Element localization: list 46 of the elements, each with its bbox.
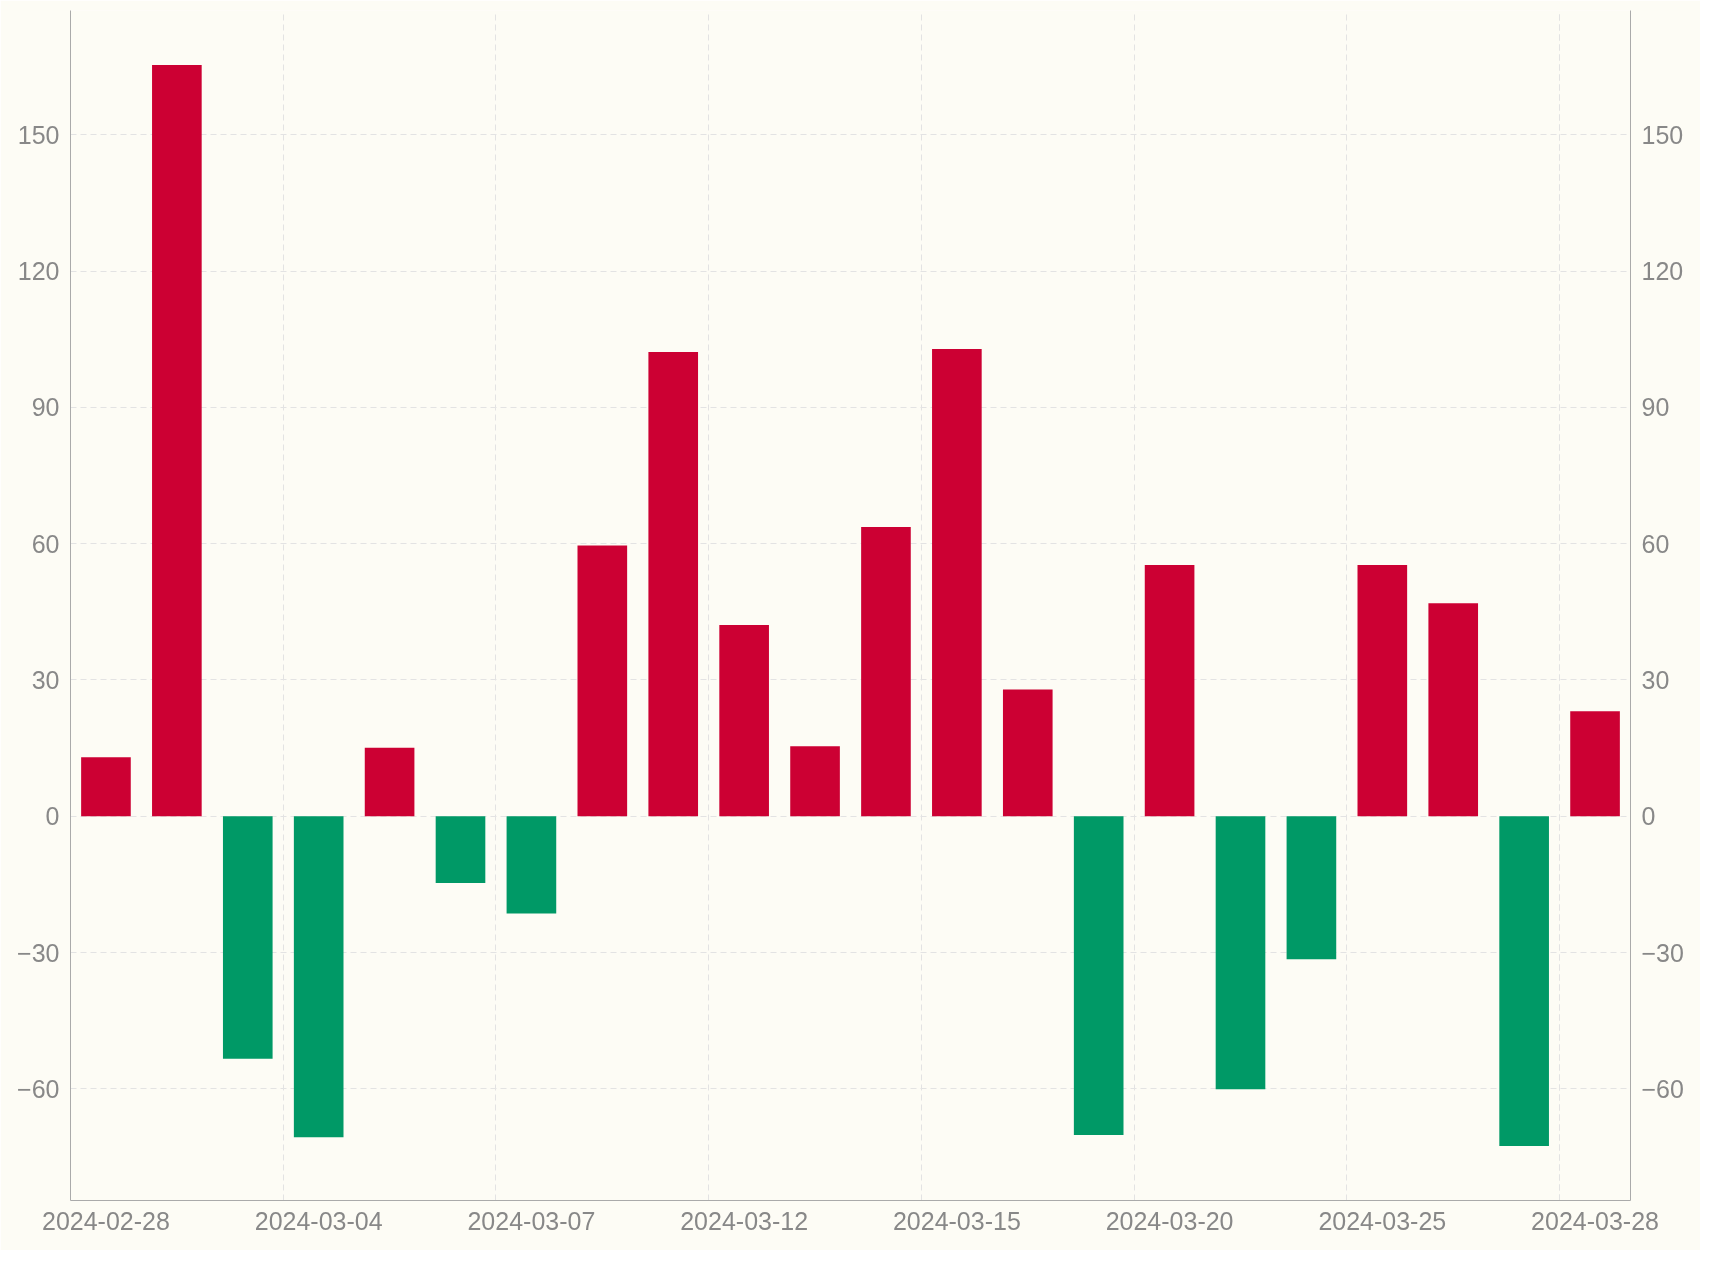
y-tick-label: 90 bbox=[31, 393, 60, 422]
bar bbox=[1002, 689, 1053, 817]
y-tick-label: 150 bbox=[17, 120, 60, 149]
y2-tick-label: 60 bbox=[1641, 529, 1670, 558]
y-tick-label: 30 bbox=[31, 665, 60, 694]
y2-tick-label: 120 bbox=[1641, 257, 1684, 286]
x-tick-label: 2024-03-15 bbox=[892, 1206, 1021, 1235]
y2-tick-label: 30 bbox=[1641, 665, 1670, 694]
y2-tick-label: 90 bbox=[1641, 393, 1670, 422]
bar bbox=[932, 348, 982, 817]
bar bbox=[364, 747, 415, 817]
y-tick-label: 120 bbox=[17, 257, 60, 286]
x-tick-label: 2024-03-04 bbox=[254, 1206, 383, 1235]
y-tick-label: −60 bbox=[17, 1074, 60, 1103]
bar bbox=[861, 526, 911, 817]
bar bbox=[222, 816, 273, 1059]
bar bbox=[1073, 816, 1124, 1136]
y-tick-label: 60 bbox=[31, 529, 60, 558]
x-tick-label: 2024-03-25 bbox=[1318, 1206, 1447, 1235]
bar bbox=[1428, 603, 1479, 817]
bar bbox=[577, 545, 628, 817]
bar bbox=[1144, 565, 1195, 817]
bar bbox=[1499, 816, 1549, 1146]
bar bbox=[648, 352, 699, 817]
bar bbox=[1215, 816, 1266, 1090]
bar bbox=[1570, 711, 1620, 817]
bar bbox=[506, 816, 557, 914]
x-tick-label: 2024-03-12 bbox=[680, 1206, 809, 1235]
x-tick-label: 2024-02-28 bbox=[42, 1206, 170, 1235]
y-tick-label: 0 bbox=[45, 802, 60, 831]
x-tick-label: 2024-03-20 bbox=[1105, 1206, 1234, 1235]
bar bbox=[152, 65, 202, 817]
y2-tick-label: −30 bbox=[1641, 938, 1684, 967]
bar bbox=[719, 625, 769, 817]
bar bbox=[293, 816, 344, 1138]
bar bbox=[435, 816, 486, 884]
y2-tick-label: 150 bbox=[1641, 120, 1684, 149]
x-tick-label: 2024-03-28 bbox=[1531, 1206, 1659, 1235]
y2-tick-label: −60 bbox=[1641, 1074, 1684, 1103]
bar bbox=[1286, 816, 1337, 960]
x-tick-label: 2024-03-07 bbox=[467, 1206, 596, 1235]
bar bbox=[81, 757, 131, 817]
bar bbox=[790, 746, 840, 817]
y2-tick-label: 0 bbox=[1641, 802, 1656, 831]
bar bbox=[1357, 565, 1408, 817]
y-tick-label: −30 bbox=[17, 938, 60, 967]
